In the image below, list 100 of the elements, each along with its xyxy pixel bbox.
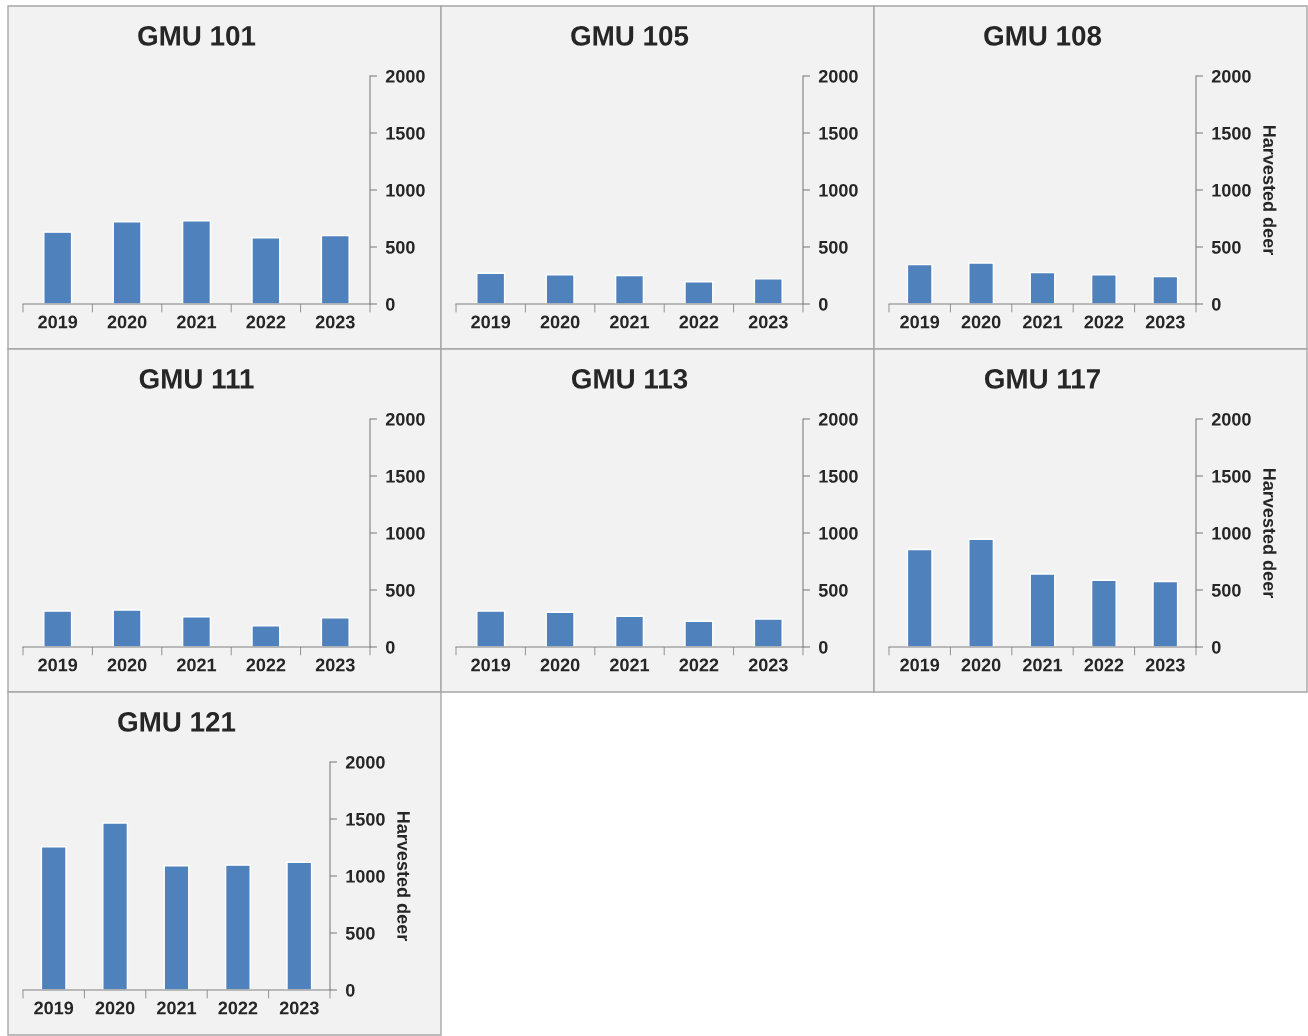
y-axis-title: Harvested deer	[397, 811, 411, 941]
x-tick-label: 2022	[679, 658, 719, 672]
bar	[112, 221, 142, 304]
x-tick-label: 2020	[107, 658, 147, 672]
y-tick-label: 0	[818, 297, 828, 311]
bar	[1152, 580, 1179, 647]
x-tick-label: 2020	[961, 315, 1001, 329]
bar	[181, 220, 212, 304]
bar	[906, 263, 933, 304]
x-tick-label: 2021	[177, 658, 217, 672]
y-tick-label: 0	[818, 640, 828, 654]
y-tick-label: 1500	[819, 126, 858, 140]
x-tick-label: 2022	[1084, 658, 1124, 672]
y-tick-label: 0	[1211, 297, 1221, 311]
chart-title: GMU 108	[984, 26, 1102, 46]
bar	[43, 231, 73, 304]
y-tick-label: 0	[345, 983, 355, 997]
bar	[251, 237, 281, 304]
bar	[1029, 573, 1056, 647]
x-tick-label: 2021	[610, 315, 650, 329]
y-tick-label: 1500	[386, 469, 425, 483]
chart-title: GMU 121	[118, 712, 236, 732]
y-tick-label: 500	[1211, 583, 1241, 597]
x-tick-label: 2019	[34, 1001, 74, 1015]
y-tick-label: 2000	[1211, 412, 1251, 426]
x-tick-label: 2020	[95, 1001, 135, 1015]
bar	[1090, 274, 1117, 304]
x-tick-label: 2022	[246, 315, 286, 329]
y-tick-label: 500	[345, 926, 375, 940]
y-tick-label: 0	[385, 640, 395, 654]
y-tick-label: 2000	[385, 412, 425, 426]
chart-title: GMU 113	[571, 369, 688, 389]
x-tick-label: 2022	[1084, 315, 1124, 329]
bar	[43, 610, 73, 647]
chart-title: GMU 105	[571, 26, 689, 46]
y-tick-label: 1500	[819, 469, 858, 483]
x-tick-label: 2023	[748, 658, 788, 672]
x-tick-label: 2020	[540, 658, 580, 672]
bar	[251, 625, 281, 647]
x-tick-label: 2022	[246, 658, 286, 672]
y-tick-label: 2000	[1211, 69, 1251, 83]
y-tick-label: 1500	[1212, 469, 1251, 483]
bar	[40, 846, 67, 990]
y-tick-label: 1000	[386, 526, 425, 540]
bar	[753, 618, 783, 647]
bar	[1090, 579, 1117, 647]
x-tick-label: 2021	[1023, 315, 1063, 329]
y-tick-label: 500	[1211, 240, 1241, 254]
y-axis-title: Harvested deer	[1263, 125, 1277, 255]
x-tick-label: 2023	[1145, 315, 1185, 329]
chart-title: GMU 101	[138, 26, 256, 46]
x-tick-label: 2023	[315, 658, 355, 672]
bar	[320, 617, 350, 647]
y-tick-label: 1000	[386, 183, 425, 197]
x-tick-label: 2019	[471, 658, 511, 672]
x-tick-label: 2021	[157, 1001, 197, 1015]
y-tick-label: 1500	[386, 126, 425, 140]
bar	[614, 615, 645, 647]
bar	[286, 861, 313, 990]
chart-title: GMU 111	[139, 369, 254, 389]
x-tick-label: 2021	[610, 658, 650, 672]
y-tick-label: 0	[1211, 640, 1221, 654]
bar	[906, 548, 933, 647]
x-tick-label: 2020	[540, 315, 580, 329]
bar	[968, 262, 995, 304]
bar	[545, 611, 575, 647]
x-tick-label: 2021	[177, 315, 217, 329]
x-tick-label: 2019	[900, 315, 940, 329]
bar	[224, 864, 251, 990]
bar	[476, 610, 506, 647]
x-tick-label: 2023	[279, 1001, 319, 1015]
bar	[1152, 275, 1179, 304]
x-tick-label: 2019	[471, 315, 511, 329]
bar	[1029, 271, 1056, 304]
x-tick-label: 2022	[218, 1001, 258, 1015]
bar	[684, 620, 714, 647]
x-tick-label: 2023	[315, 315, 355, 329]
y-axis-title: Harvested deer	[1263, 468, 1277, 598]
y-tick-label: 500	[385, 583, 415, 597]
x-tick-label: 2020	[107, 315, 147, 329]
x-tick-label: 2021	[1023, 658, 1063, 672]
bar	[112, 609, 142, 647]
y-tick-label: 1000	[819, 183, 858, 197]
x-tick-label: 2019	[900, 658, 940, 672]
x-tick-label: 2019	[38, 658, 78, 672]
y-tick-label: 1500	[346, 812, 385, 826]
y-tick-label: 1000	[1212, 526, 1251, 540]
y-tick-label: 2000	[385, 69, 425, 83]
y-tick-label: 2000	[345, 755, 385, 769]
y-tick-label: 2000	[818, 412, 858, 426]
y-tick-label: 500	[385, 240, 415, 254]
x-tick-label: 2023	[1145, 658, 1185, 672]
x-tick-label: 2023	[748, 315, 788, 329]
y-tick-label: 1000	[819, 526, 858, 540]
y-tick-label: 500	[818, 240, 848, 254]
bar	[102, 822, 129, 990]
bar	[163, 865, 190, 990]
y-tick-label: 1000	[1212, 183, 1251, 197]
y-tick-label: 1500	[1212, 126, 1251, 140]
bar	[320, 234, 350, 304]
